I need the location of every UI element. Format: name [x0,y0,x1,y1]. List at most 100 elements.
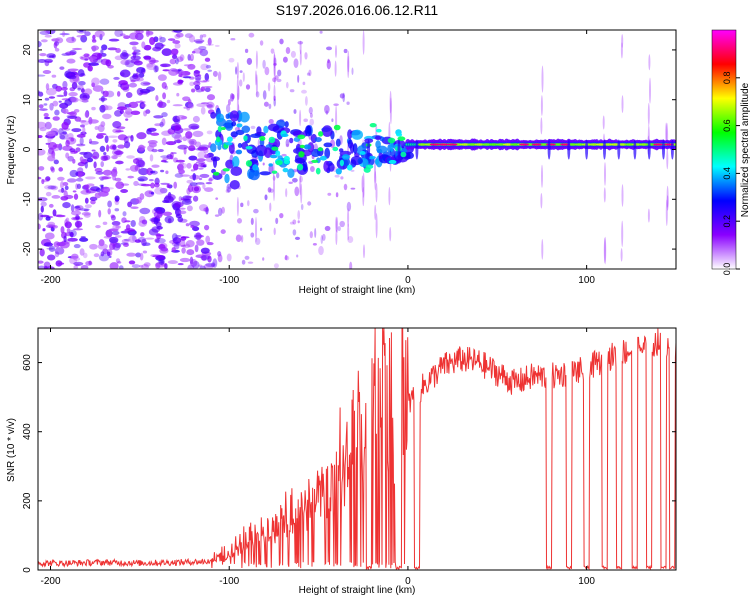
noise-blob [50,166,55,171]
signal-core [363,167,371,173]
noise-blob [200,106,206,115]
noise-blob [159,187,168,194]
signal-blob [230,166,243,176]
noise-blob [349,261,353,269]
noise-blob [65,36,77,44]
noise-blob [174,134,183,143]
noise-blob [71,253,79,260]
noise-blob [62,131,67,135]
noise-blob [177,263,184,266]
noise-blob [83,151,93,159]
noise-blob [55,214,66,218]
noise-blob [121,239,130,244]
signal-core [332,146,339,152]
noise-blob [253,208,259,214]
signal-blob [374,158,380,165]
noise-blob [63,90,68,97]
noise-blob [203,85,213,89]
noise-blob [67,115,78,119]
noise-blob [81,99,89,103]
noise-blob [324,225,331,231]
noise-blob [82,126,86,134]
noise-blob [138,178,145,182]
noise-blob [80,120,90,126]
x-tick-label: -100 [219,275,239,286]
noise-blob [102,169,112,176]
noise-blob [84,58,89,61]
noise-blob [130,206,139,210]
signal-core [235,149,243,155]
noise-blob [150,182,155,189]
noise-blob [161,137,167,146]
noise-blob [174,208,182,217]
noise-blob [65,217,70,223]
signal-core [243,135,248,141]
carrier-band-peak [624,143,635,146]
signal-core [367,155,376,160]
noise-blob [182,128,192,131]
noise-blob [207,69,212,72]
noise-blob [115,130,124,133]
noise-blob [154,238,160,243]
signal-core [268,163,273,167]
noise-blob [109,262,119,269]
noise-blob [172,104,183,107]
noise-blob [70,204,75,212]
noise-blob [43,116,51,120]
noise-blob [292,229,297,236]
noise-blob [196,239,205,246]
noise-blob [174,173,184,178]
noise-blob [99,78,110,85]
noise-blob [48,203,54,208]
noise-blob [207,37,212,46]
noise-blob [244,255,250,260]
noise-blob [150,132,160,136]
noise-blob [59,134,66,140]
spectrogram-x-label: Height of straight line (km) [299,285,416,296]
noise-blob [339,220,345,228]
signal-blob [335,138,341,147]
noise-blob [205,64,211,69]
noise-blob [52,209,57,217]
noise-blob [60,181,64,189]
noise-blob [171,152,177,155]
noise-blob [96,134,104,139]
noise-blob [40,205,44,213]
streak-mark [255,70,257,86]
noise-blob [195,182,205,185]
noise-blob [297,210,301,220]
noise-blob [42,69,52,75]
noise-blob [69,231,74,238]
noise-blob [134,239,141,243]
noise-blob [335,192,339,198]
noise-blob [146,167,153,176]
signal-blob [239,111,250,123]
noise-blob [106,251,111,257]
noise-blob [241,259,246,265]
signal-blob [327,162,335,172]
noise-blob [76,34,85,38]
noise-blob [102,186,111,194]
noise-blob [143,262,151,267]
noise-blob [205,181,213,185]
noise-blob [94,126,99,130]
noise-blob [43,112,49,118]
noise-blob [206,43,214,46]
noise-blob [194,244,199,253]
streak-mark [666,185,669,208]
noise-blob [337,226,341,232]
noise-blob [272,77,277,83]
noise-blob [205,235,211,244]
noise-blob [250,125,256,130]
signal-blob [248,169,260,181]
carrier-band-max [438,143,449,146]
noise-blob [102,113,112,120]
noise-blob [188,147,197,151]
noise-blob [100,49,104,55]
noise-blob [203,263,214,269]
noise-blob [75,147,81,153]
noise-blob [204,73,210,81]
streak-mark [389,226,392,242]
noise-blob [91,77,100,86]
noise-blob [178,210,187,215]
